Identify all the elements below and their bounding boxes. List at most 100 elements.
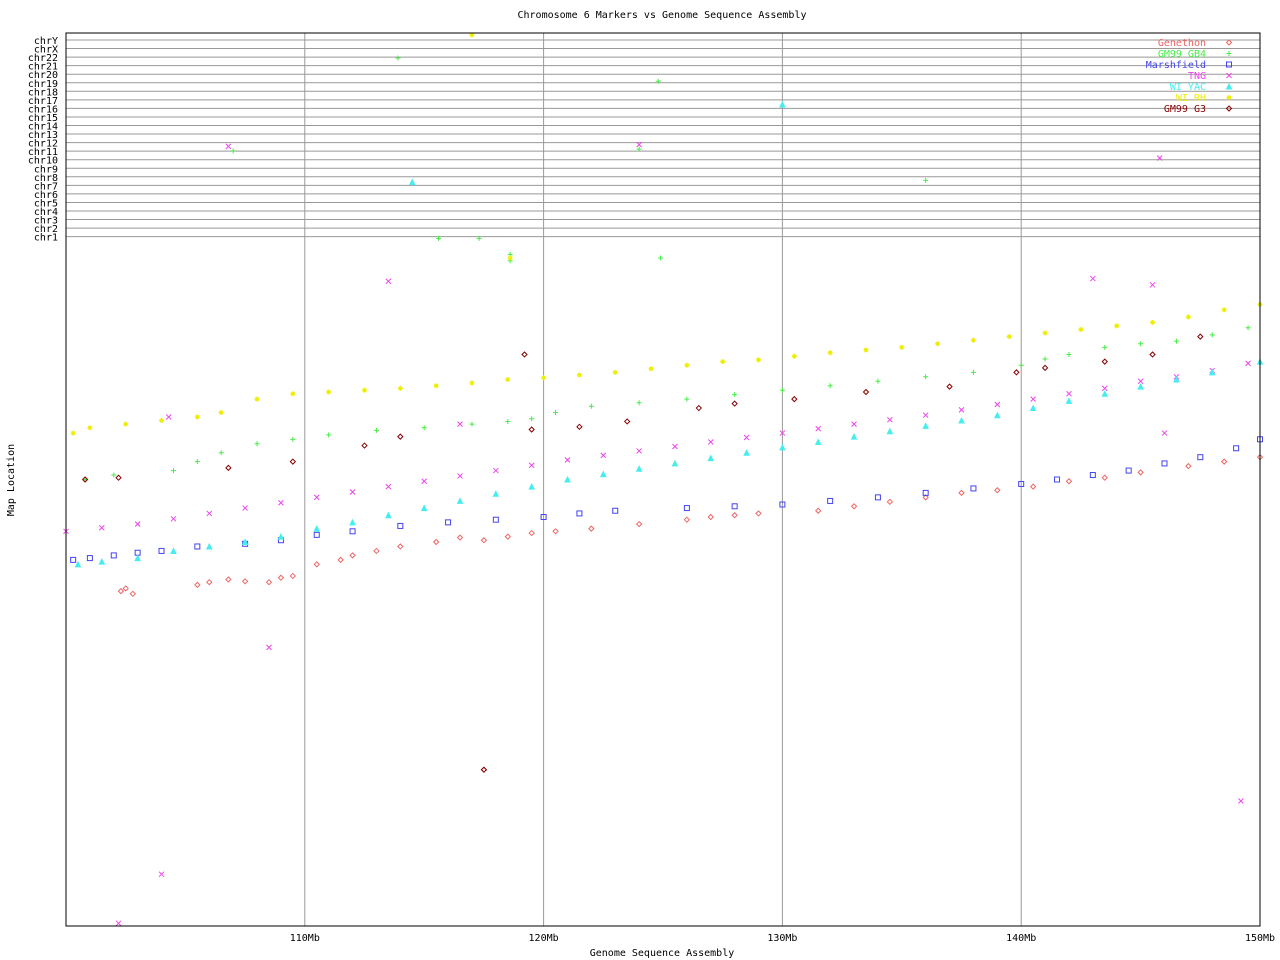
point-gm99-g3 [528, 426, 535, 433]
point-gm99-gb4 [827, 383, 833, 389]
point-tng [266, 644, 272, 651]
point-tng [1156, 155, 1163, 161]
point-gm99-g3 [731, 400, 738, 407]
point-gm99-gb4 [588, 403, 594, 409]
point-gm99-gb4 [254, 441, 260, 447]
point-gm99-gb4 [1173, 338, 1179, 344]
point-genethon [432, 538, 440, 546]
point-genethon [635, 520, 643, 528]
point-wi-rh [507, 255, 513, 261]
point-tng [1161, 430, 1168, 436]
point-gm99-g3 [1149, 351, 1156, 358]
lane-label-chr21: chr21 [28, 62, 58, 73]
point-wi-yac [385, 511, 392, 519]
point-wi-yac [313, 524, 321, 532]
point-genethon [349, 552, 356, 559]
point-wi-yac [1137, 383, 1144, 390]
point-genethon [241, 578, 249, 585]
point-tng [242, 505, 248, 511]
point-genethon [456, 534, 464, 541]
x-tick-130Mb: 130Mb [767, 933, 797, 944]
lane-label-chr18: chr18 [28, 87, 58, 98]
point-wi-rh [720, 359, 726, 365]
lane-label-chr7: chr7 [34, 181, 58, 192]
point-gm99-gb4 [111, 472, 117, 478]
point-genethon [480, 766, 488, 773]
point-wi-yac [420, 504, 428, 512]
series-tng [63, 141, 1251, 927]
point-wi-yac [1101, 390, 1109, 397]
point-marshfield [1233, 445, 1240, 452]
point-wi-yac [779, 100, 786, 108]
point-gm99-gb4 [1042, 356, 1048, 362]
x-tick-140Mb: 140Mb [1006, 933, 1036, 944]
point-gm99-gb4 [476, 235, 482, 241]
point-gm99-gb4 [875, 378, 881, 384]
legend-label-gm99-gb4: GM99 GB4 [1158, 49, 1206, 60]
point-tng [707, 439, 714, 445]
point-marshfield [445, 519, 452, 526]
point-wi-rh [1078, 326, 1084, 332]
point-tng [815, 425, 822, 432]
point-gm99-g3 [695, 404, 703, 412]
point-tng [1030, 396, 1036, 402]
point-genethon [1029, 483, 1037, 490]
point-genethon [117, 587, 125, 595]
series-gm99-gb4 [82, 55, 1251, 482]
point-tng [158, 871, 165, 878]
point-wi-rh [326, 389, 332, 395]
lane-label-chr5: chr5 [34, 198, 58, 209]
point-wi-yac [886, 427, 894, 435]
point-genethon [289, 572, 297, 580]
lane-label-chr20: chr20 [28, 70, 58, 81]
point-gm99-gb4 [326, 432, 332, 438]
point-wi-rh [827, 350, 833, 356]
point-gm99-g3 [115, 474, 122, 481]
point-wi-rh [684, 362, 690, 368]
point-tng [1245, 360, 1251, 367]
point-genethon [731, 512, 738, 519]
point-gm99-gb4 [230, 148, 236, 154]
point-marshfield [970, 485, 977, 492]
point-tng [98, 524, 105, 531]
point-gm99-g3 [480, 766, 488, 773]
point-marshfield [1161, 460, 1168, 467]
legend-marker-wi-yac [1225, 82, 1233, 90]
point-marshfield [1054, 476, 1061, 483]
point-genethon [277, 574, 285, 581]
point-gm99-gb4 [373, 427, 379, 433]
point-wi-yac [850, 433, 858, 440]
point-wi-rh [123, 421, 129, 427]
point-wi-yac [958, 416, 965, 424]
point-gm99-gb4 [194, 459, 200, 465]
point-tng [779, 430, 786, 436]
point-wi-rh [541, 375, 547, 381]
point-marshfield [874, 494, 881, 501]
point-wi-yac [1173, 375, 1180, 383]
point-gm99-gb4 [1018, 362, 1024, 368]
series-genethon [117, 453, 1264, 773]
point-gm99-gb4 [923, 374, 929, 380]
point-tng [165, 414, 172, 420]
point-genethon [373, 547, 380, 555]
point-wi-rh [1221, 307, 1227, 313]
point-wi-yac [408, 178, 416, 186]
point-genethon [994, 487, 1001, 494]
point-marshfield [576, 510, 583, 517]
x-tick-150Mb: 150Mb [1245, 933, 1275, 944]
point-tng [385, 483, 392, 490]
point-wi-rh [87, 425, 93, 431]
point-tng [134, 521, 141, 528]
legend-marker-gm99-gb4 [1226, 51, 1232, 56]
legend-marker-genethon [1225, 39, 1233, 46]
lane-label-chr6: chr6 [34, 190, 58, 201]
x-tick-110Mb: 110Mb [290, 933, 320, 944]
plot-frame [65, 32, 1261, 927]
point-gm99-gb4 [970, 369, 976, 375]
point-gm99-gb4 [1102, 344, 1108, 350]
lane-label-chrY: chrY [34, 36, 58, 47]
chromosome-lanes: chr1chr2chr3chr4chr5chr6chr7chr8chr9chr1… [28, 36, 1260, 244]
point-genethon [206, 578, 213, 586]
point-gm99-gb4 [1245, 325, 1251, 331]
point-genethon [313, 561, 320, 568]
